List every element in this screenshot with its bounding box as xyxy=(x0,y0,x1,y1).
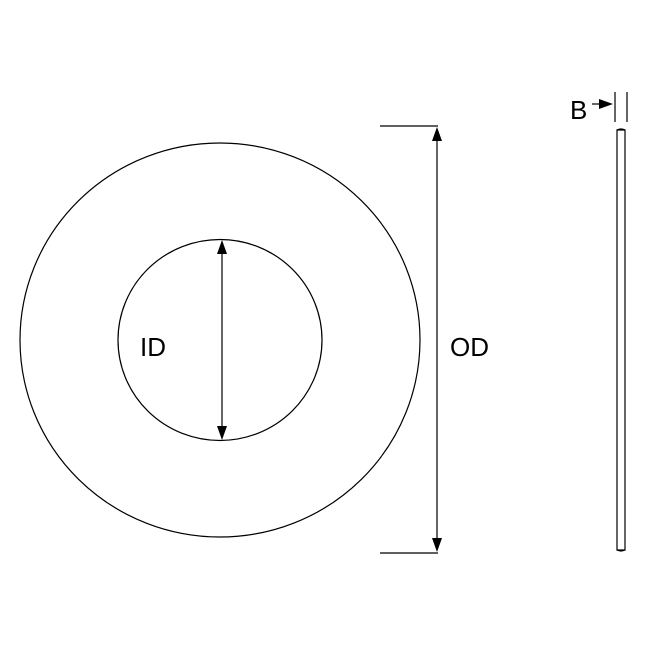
b-label: B xyxy=(570,95,587,126)
washer-diagram: ID OD B xyxy=(0,0,670,670)
od-label: OD xyxy=(450,332,489,363)
id-label: ID xyxy=(140,332,166,363)
